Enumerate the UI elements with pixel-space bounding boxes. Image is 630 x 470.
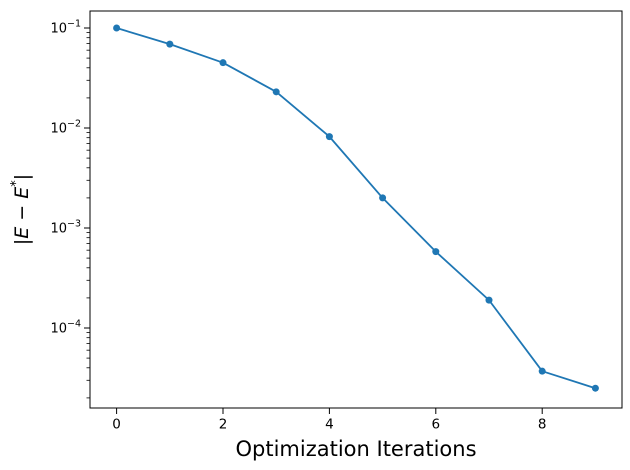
data-point-marker <box>113 24 121 32</box>
plot-frame <box>89 10 623 409</box>
y-tick-label: 10−3 <box>50 219 81 237</box>
x-axis-label: Optimization Iterations <box>235 437 476 461</box>
data-line <box>115 27 597 390</box>
data-point-marker <box>538 367 546 375</box>
y-tick-label: 10−2 <box>50 119 81 137</box>
tick-labels: 0 2 4 6 8 10−1 10−2 10−3 10−4 <box>50 19 546 433</box>
x-tick-label: 4 <box>325 417 334 433</box>
data-point-marker <box>485 296 493 304</box>
major-ticks <box>84 27 543 414</box>
axis-labels: Optimization Iterations |E − E*| <box>9 174 477 461</box>
data-point-marker <box>432 248 440 256</box>
y-minor-ticks <box>86 32 90 399</box>
y-tick-label: 10−1 <box>50 19 81 37</box>
y-tick-label: 10−4 <box>50 319 81 337</box>
x-tick-label: 8 <box>538 417 547 433</box>
data-point-marker <box>272 88 280 96</box>
y-axis-label: |E − E*| <box>9 174 33 245</box>
x-tick-label: 6 <box>432 417 441 433</box>
data-point-marker <box>219 59 227 67</box>
data-point-marker <box>379 194 387 202</box>
x-tick-label: 2 <box>219 417 228 433</box>
data-point-marker <box>591 384 599 392</box>
data-point-marker <box>325 133 333 141</box>
x-tick-label: 0 <box>112 417 121 433</box>
data-series <box>113 24 599 392</box>
plot-border <box>89 10 623 409</box>
data-point-marker <box>166 40 174 48</box>
